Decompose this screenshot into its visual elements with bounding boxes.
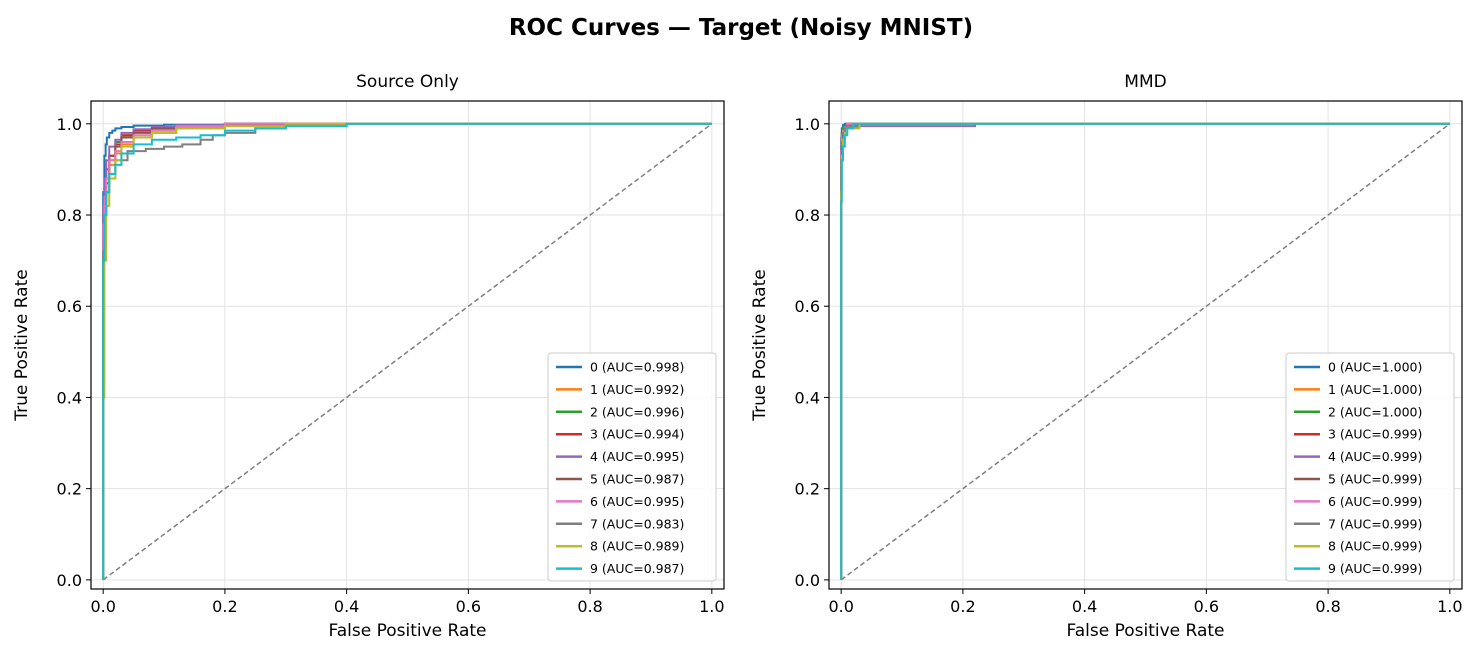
x-tick-label: 0.4: [334, 597, 359, 616]
legend-entry: 4 (AUC=0.999): [1328, 449, 1422, 464]
roc-panel-1: 0.0 0.2 0.4 0.6 0.8 1.0 0.0 0.2 0.4 0.6 0.8 1.0 Sour…: [12, 72, 725, 641]
plot-frame: [828, 100, 1463, 590]
y-tick-label: 0.6: [795, 297, 820, 316]
y-axis-label: True Positive Rate: [12, 269, 32, 421]
x-tick-label: 1.0: [1437, 597, 1462, 616]
x-tick-label: 1.0: [699, 597, 724, 616]
roc-curve-class-8: [102, 122, 712, 580]
x-tick-label: 0.6: [456, 597, 481, 616]
chance-diagonal-line: [840, 123, 1451, 581]
roc-curve-class-0: [102, 122, 712, 580]
legend-entry: 0 (AUC=1.000): [1328, 360, 1422, 375]
legend-entry: 7 (AUC=0.999): [1328, 516, 1422, 531]
legend-entry: 3 (AUC=0.999): [1328, 427, 1422, 442]
y-tick-label: 1.0: [57, 115, 82, 134]
chance-diagonal-line: [102, 123, 713, 581]
y-tick-label: 0.8: [795, 206, 820, 225]
legend-entry: 9 (AUC=0.999): [1328, 561, 1422, 576]
y-tick-label: 1.0: [795, 115, 820, 134]
y-tick-label: 0.0: [57, 571, 82, 590]
legend-entry: 8 (AUC=0.999): [1328, 539, 1422, 554]
legend-entry: 6 (AUC=0.995): [590, 494, 684, 509]
legend-entry: 6 (AUC=0.999): [1328, 494, 1422, 509]
x-axis-label: False Positive Rate: [329, 621, 487, 641]
legend-entry: 7 (AUC=0.983): [590, 516, 684, 531]
legend-entry: 0 (AUC=0.998): [590, 360, 684, 375]
legend-entry: 9 (AUC=0.987): [590, 561, 684, 576]
plot-frame: [90, 100, 725, 590]
y-tick-label: 0.2: [57, 480, 82, 499]
figure-title: ROC Curves — Target (Noisy MNIST): [509, 15, 973, 41]
legend-box: [547, 352, 717, 582]
legend-entry: 5 (AUC=0.999): [1328, 472, 1422, 487]
x-tick-label: 0.8: [577, 597, 602, 616]
x-tick-label: 0.2: [950, 597, 975, 616]
x-tick-label: 0.8: [1315, 597, 1340, 616]
x-tick-label: 0.0: [90, 597, 115, 616]
x-tick-label: 0.2: [212, 597, 237, 616]
panel-title: Source Only: [356, 72, 459, 92]
x-tick-label: 0.6: [1194, 597, 1219, 616]
y-axis-label: True Positive Rate: [750, 269, 770, 421]
x-tick-label: 0.4: [1072, 597, 1097, 616]
y-tick-label: 0.4: [795, 388, 820, 407]
x-axis-label: False Positive Rate: [1067, 621, 1225, 641]
y-tick-label: 0.2: [795, 480, 820, 499]
legend: 0 (AUC=1.000) 1 (AUC=1.000) 2 (AUC=1.000) 3…: [1285, 352, 1455, 582]
legend-entry: 3 (AUC=0.994): [590, 427, 684, 442]
panel-title: MMD: [1124, 72, 1166, 92]
y-tick-label: 0.4: [57, 388, 82, 407]
legend-entry: 1 (AUC=0.992): [590, 382, 684, 397]
legend-entry: 5 (AUC=0.987): [590, 472, 684, 487]
legend-entry: 1 (AUC=1.000): [1328, 382, 1422, 397]
y-tick-label: 0.6: [57, 297, 82, 316]
roc-curve-class-9: [840, 122, 1450, 580]
x-tick-label: 0.0: [828, 597, 853, 616]
legend-entry: 2 (AUC=1.000): [1328, 404, 1422, 419]
legend-entry: 2 (AUC=0.996): [590, 404, 684, 419]
y-tick-label: 0.8: [57, 206, 82, 225]
legend-box: [1285, 352, 1455, 582]
legend-entry: 4 (AUC=0.995): [590, 449, 684, 464]
legend: 0 (AUC=0.998) 1 (AUC=0.992) 2 (AUC=0.996) 3…: [547, 352, 717, 582]
roc-curve-class-9: [102, 122, 712, 580]
y-tick-label: 0.0: [795, 571, 820, 590]
roc-panel-2: 0.0 0.2 0.4 0.6 0.8 1.0 0.0 0.2 0.4 0.6 0.8 1.0 MMD F…: [750, 72, 1463, 641]
legend-entry: 8 (AUC=0.989): [590, 539, 684, 554]
